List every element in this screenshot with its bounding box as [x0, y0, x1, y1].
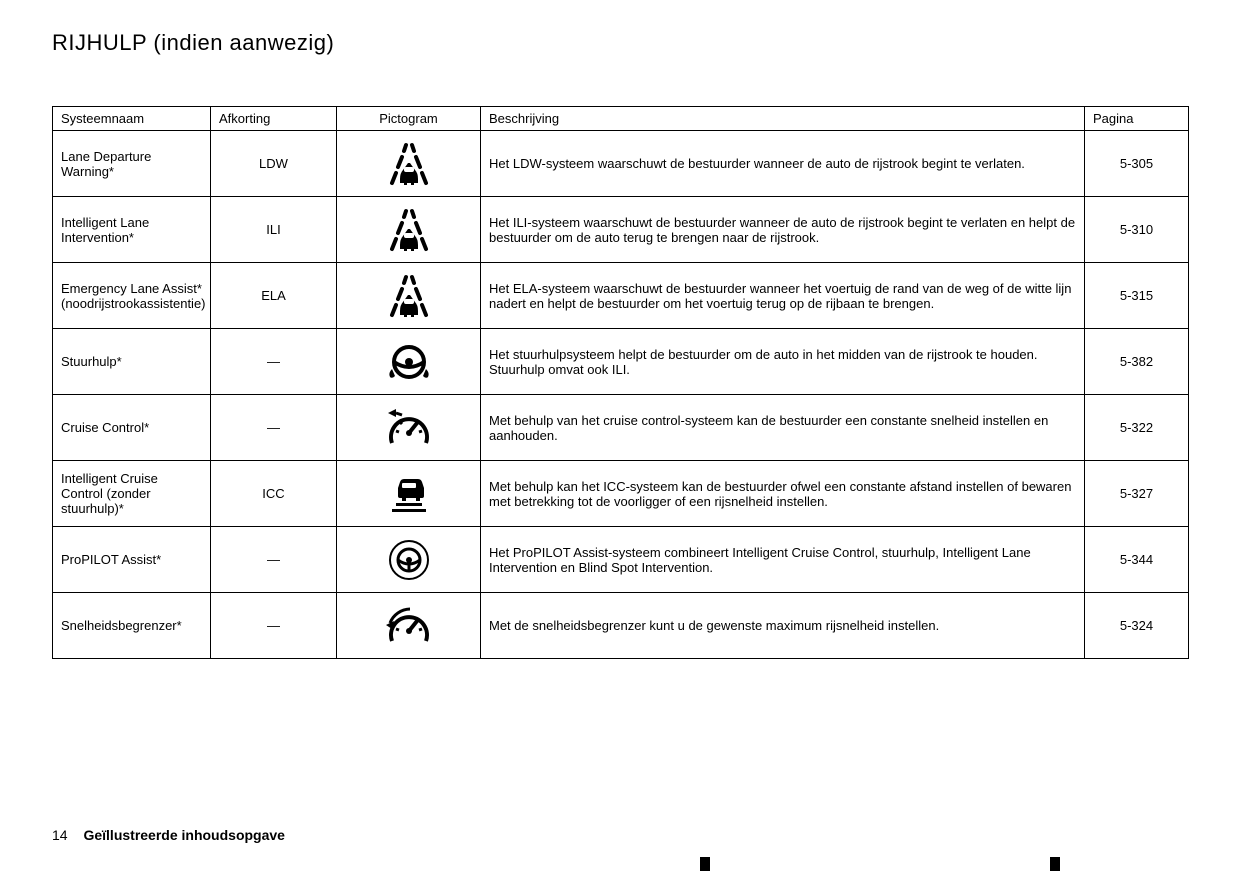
table-row: Cruise Control*— Met behulp van het cruis… — [53, 395, 1189, 461]
crop-mark — [700, 857, 710, 871]
footer-page-number: 14 — [52, 827, 68, 843]
cell-beschrijving: Met behulp kan het ICC-systeem kan de be… — [481, 461, 1085, 527]
table-row: Stuurhulp*— Het stuurhulpsysteem helpt de… — [53, 329, 1189, 395]
column-header-afkorting: Afkorting — [211, 107, 337, 131]
cell-pictogram — [337, 197, 481, 263]
cell-beschrijving: Het ILI-systeem waarschuwt de bestuurder… — [481, 197, 1085, 263]
column-header-pagina: Pagina — [1085, 107, 1189, 131]
steering-wheel-icon — [382, 339, 436, 385]
cell-pictogram — [337, 527, 481, 593]
driver-assist-table: Systeemnaam Afkorting Pictogram Beschrij… — [52, 106, 1189, 659]
cell-pictogram — [337, 329, 481, 395]
cell-systeemnaam: Emergency Lane Assist* (noodrijstrookass… — [53, 263, 211, 329]
lane-car-icon — [382, 207, 436, 253]
column-header-pictogram: Pictogram — [337, 107, 481, 131]
speed-limiter-icon — [382, 603, 436, 649]
cell-afkorting: ILI — [211, 197, 337, 263]
cell-afkorting: LDW — [211, 131, 337, 197]
cell-systeemnaam: Stuurhulp* — [53, 329, 211, 395]
cell-pagina: 5-322 — [1085, 395, 1189, 461]
cell-pagina: 5-305 — [1085, 131, 1189, 197]
document-page: RIJHULP (indien aanwezig) Systeemnaam Af… — [0, 0, 1241, 659]
table-row: ProPILOT Assist*— Het ProPILOT Assist-sys… — [53, 527, 1189, 593]
cell-systeemnaam: Intelligent Lane Intervention* — [53, 197, 211, 263]
cell-beschrijving: Met behulp van het cruise control-systee… — [481, 395, 1085, 461]
cell-beschrijving: Met de snelheidsbegrenzer kunt u de gewe… — [481, 593, 1085, 659]
footer-title: Geïllustreerde inhoudsopgave — [83, 827, 285, 843]
table-header-row: Systeemnaam Afkorting Pictogram Beschrij… — [53, 107, 1189, 131]
cell-afkorting: ICC — [211, 461, 337, 527]
table-row: Snelheidsbegrenzer*— Met de snelheidsbegr… — [53, 593, 1189, 659]
table-row: Lane Departure Warning*LDW Het LDW-systee… — [53, 131, 1189, 197]
cell-afkorting: ELA — [211, 263, 337, 329]
cell-systeemnaam: Snelheidsbegrenzer* — [53, 593, 211, 659]
column-header-beschrijving: Beschrijving — [481, 107, 1085, 131]
car-distance-icon — [382, 471, 436, 517]
cell-pictogram — [337, 593, 481, 659]
cell-systeemnaam: Lane Departure Warning* — [53, 131, 211, 197]
cell-pagina: 5-344 — [1085, 527, 1189, 593]
cell-beschrijving: Het ProPILOT Assist-systeem combineert I… — [481, 527, 1085, 593]
column-header-systeemnaam: Systeemnaam — [53, 107, 211, 131]
cell-systeemnaam: ProPILOT Assist* — [53, 527, 211, 593]
lane-car-icon — [382, 273, 436, 319]
page-footer: 14 Geïllustreerde inhoudsopgave — [52, 827, 285, 843]
cell-pagina: 5-315 — [1085, 263, 1189, 329]
cell-pagina: 5-324 — [1085, 593, 1189, 659]
table-row: Emergency Lane Assist* (noodrijstrookass… — [53, 263, 1189, 329]
propilot-wheel-icon — [382, 537, 436, 583]
cell-afkorting: — — [211, 395, 337, 461]
cell-pictogram — [337, 461, 481, 527]
speedometer-arrow-icon — [382, 405, 436, 451]
cell-pictogram — [337, 395, 481, 461]
table-row: Intelligent Cruise Control (zonder stuur… — [53, 461, 1189, 527]
table-row: Intelligent Lane Intervention*ILI Het ILI… — [53, 197, 1189, 263]
print-crop-marks — [0, 857, 1241, 871]
cell-afkorting: — — [211, 527, 337, 593]
cell-beschrijving: Het stuurhulpsysteem helpt de bestuurder… — [481, 329, 1085, 395]
lane-car-icon — [382, 141, 436, 187]
cell-pagina: 5-310 — [1085, 197, 1189, 263]
cell-pictogram — [337, 263, 481, 329]
cell-pictogram — [337, 131, 481, 197]
cell-systeemnaam: Intelligent Cruise Control (zonder stuur… — [53, 461, 211, 527]
cell-pagina: 5-382 — [1085, 329, 1189, 395]
cell-systeemnaam: Cruise Control* — [53, 395, 211, 461]
cell-beschrijving: Het ELA-systeem waarschuwt de bestuurder… — [481, 263, 1085, 329]
cell-afkorting: — — [211, 329, 337, 395]
cell-afkorting: — — [211, 593, 337, 659]
crop-mark — [1050, 857, 1060, 871]
cell-beschrijving: Het LDW-systeem waarschuwt de bestuurder… — [481, 131, 1085, 197]
cell-pagina: 5-327 — [1085, 461, 1189, 527]
section-heading: RIJHULP (indien aanwezig) — [52, 30, 1189, 56]
